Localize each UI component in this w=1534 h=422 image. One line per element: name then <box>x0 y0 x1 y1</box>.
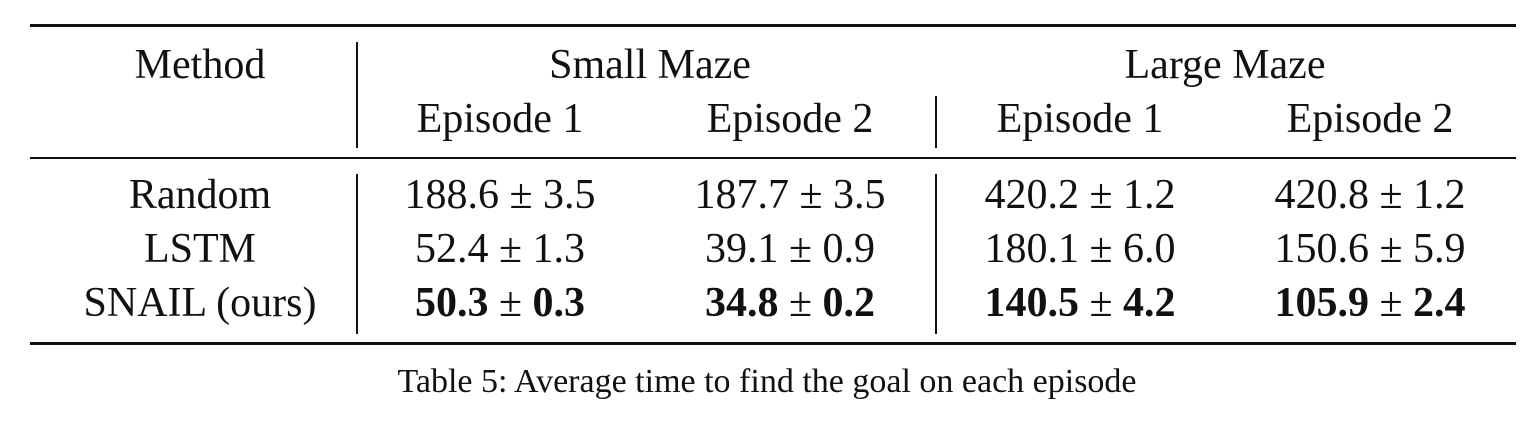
mean-value: 105.9 <box>1274 280 1369 326</box>
method-cell: SNAIL (ours) <box>83 280 317 326</box>
plus-minus-sign: ± <box>1089 280 1113 326</box>
mean-value: 420.2 <box>984 172 1079 218</box>
method-divider-header <box>356 42 358 148</box>
top-rule <box>30 24 1516 27</box>
mean-value: 188.6 <box>404 172 499 218</box>
value-cell: 105.9 ± 2.4 <box>1240 280 1500 326</box>
sub-header-large-ep2: Episode 2 <box>1286 96 1454 142</box>
value-cell: 420.2 ± 1.2 <box>950 172 1210 218</box>
std-value: 4.2 <box>1123 280 1176 326</box>
table-caption: Table 5: Average time to find the goal o… <box>397 363 1137 400</box>
plus-minus-sign: ± <box>788 226 813 272</box>
value-cell: 34.8 ± 0.2 <box>660 280 920 326</box>
mean-value: 34.8 <box>704 280 779 326</box>
std-value: 0.9 <box>822 226 876 272</box>
value-cell: 420.8 ± 1.2 <box>1240 172 1500 218</box>
value-cell: 180.1 ± 6.0 <box>950 226 1210 272</box>
plus-minus-sign: ± <box>498 226 523 272</box>
group-header-large-maze: Large Maze <box>1124 42 1326 88</box>
sub-header-large-ep1: Episode 1 <box>996 96 1164 142</box>
mean-value: 180.1 <box>984 226 1079 272</box>
std-value: 1.2 <box>1413 172 1466 218</box>
mean-value: 52.4 <box>414 226 489 272</box>
mean-value: 50.3 <box>414 280 489 326</box>
value-cell: 150.6 ± 5.9 <box>1240 226 1500 272</box>
plus-minus-sign: ± <box>788 280 813 326</box>
value-cell: 50.3 ± 0.3 <box>370 280 630 326</box>
std-value: 0.2 <box>822 280 876 326</box>
plus-minus-sign: ± <box>799 172 823 218</box>
std-value: 1.2 <box>1123 172 1176 218</box>
std-value: 3.5 <box>833 172 886 218</box>
bottom-rule <box>30 342 1516 345</box>
sub-header-small-ep2: Episode 2 <box>706 96 874 142</box>
std-value: 5.9 <box>1413 226 1466 272</box>
mean-value: 39.1 <box>704 226 779 272</box>
method-divider-body <box>356 174 358 334</box>
std-value: 2.4 <box>1413 280 1466 326</box>
method-cell: LSTM <box>143 226 256 272</box>
mean-value: 140.5 <box>984 280 1079 326</box>
maze-divider-body <box>935 174 937 334</box>
plus-minus-sign: ± <box>1379 172 1403 218</box>
plus-minus-sign: ± <box>1379 226 1403 272</box>
value-cell: 140.5 ± 4.2 <box>950 280 1210 326</box>
mean-value: 420.8 <box>1274 172 1369 218</box>
mean-value: 187.7 <box>694 172 789 218</box>
plus-minus-sign: ± <box>1089 226 1113 272</box>
std-value: 3.5 <box>543 172 596 218</box>
maze-divider-header <box>935 96 937 148</box>
method-cell: Random <box>128 172 272 218</box>
header-rule <box>30 157 1516 159</box>
group-header-small-maze: Small Maze <box>549 42 751 88</box>
value-cell: 52.4 ± 1.3 <box>370 226 630 272</box>
std-value: 1.3 <box>532 226 586 272</box>
value-cell: 187.7 ± 3.5 <box>660 172 920 218</box>
plus-minus-sign: ± <box>1089 172 1113 218</box>
plus-minus-sign: ± <box>498 280 523 326</box>
plus-minus-sign: ± <box>1379 280 1403 326</box>
mean-value: 150.6 <box>1274 226 1369 272</box>
value-cell: 39.1 ± 0.9 <box>660 226 920 272</box>
std-value: 0.3 <box>532 280 586 326</box>
value-cell: 188.6 ± 3.5 <box>370 172 630 218</box>
plus-minus-sign: ± <box>509 172 533 218</box>
std-value: 6.0 <box>1123 226 1176 272</box>
method-header: Method <box>134 42 266 88</box>
sub-header-small-ep1: Episode 1 <box>416 96 584 142</box>
